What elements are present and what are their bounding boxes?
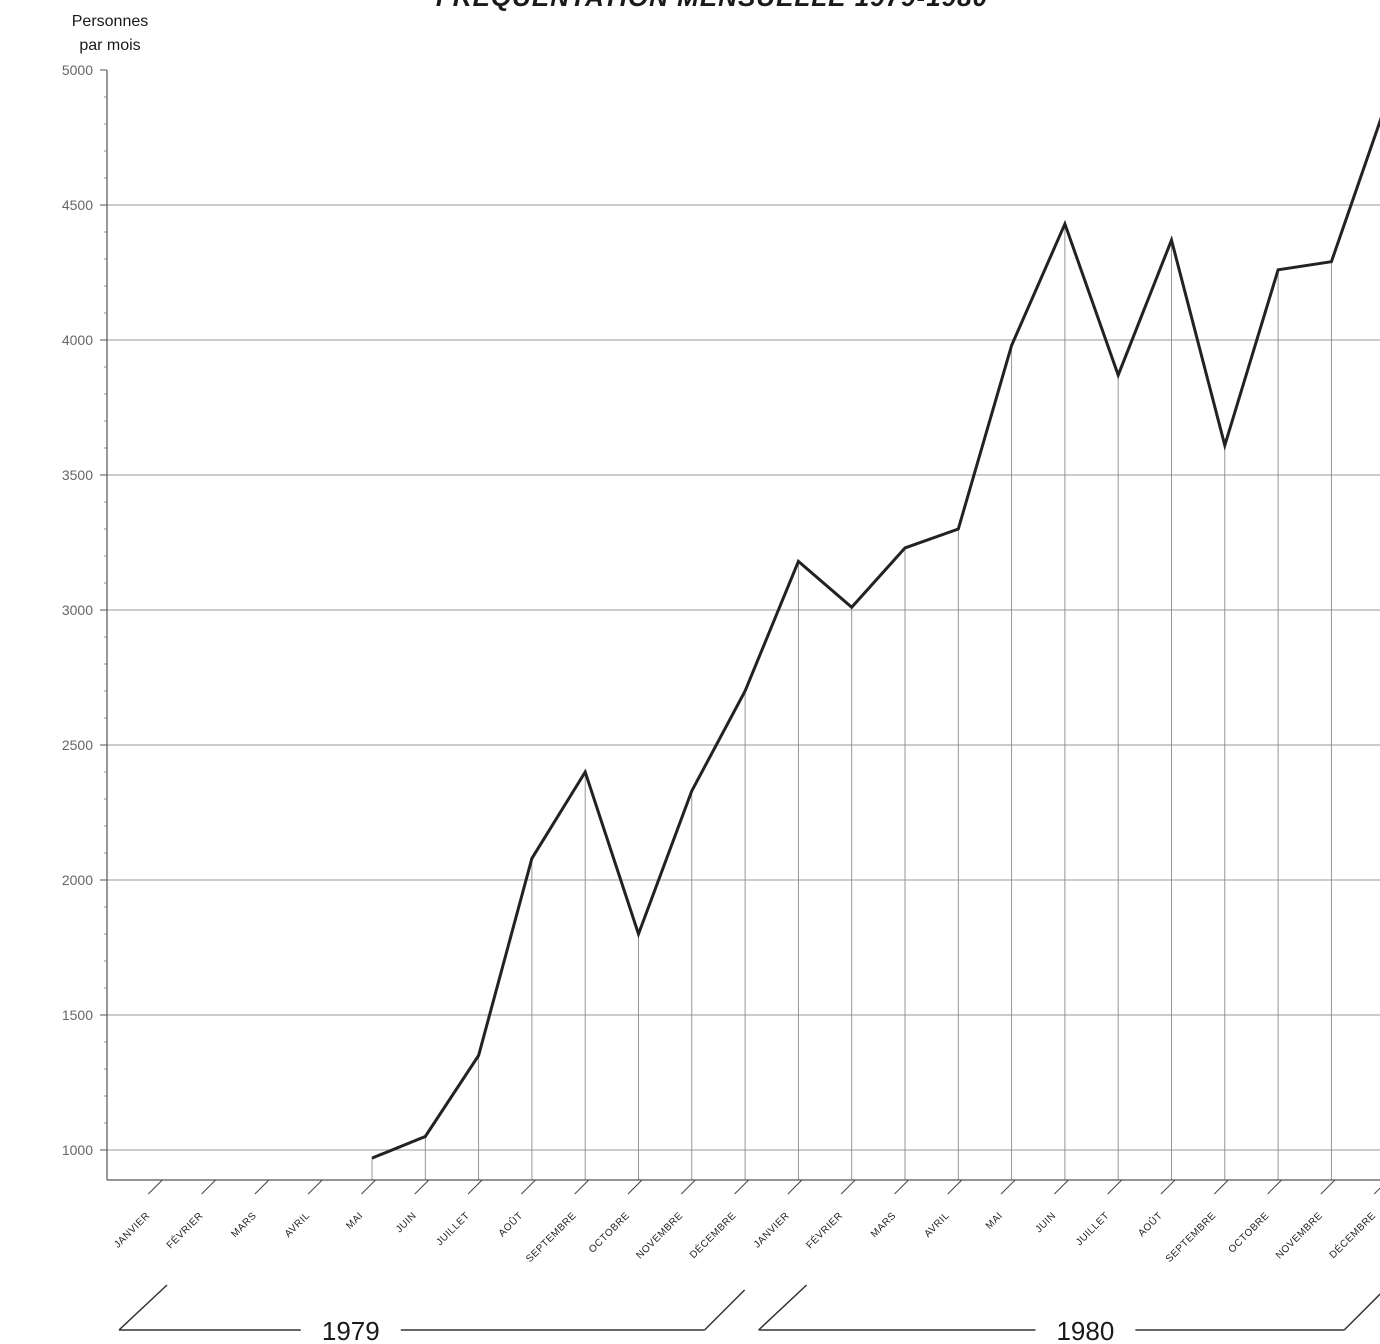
month-label: NOVEMBRE: [634, 1210, 685, 1261]
x-tick: [1160, 1179, 1176, 1195]
year-bracket-right: [704, 1289, 746, 1331]
x-tick: [1213, 1179, 1229, 1195]
month-label: SEPTEMBRE: [1164, 1210, 1219, 1265]
month-label: JUIN: [394, 1210, 419, 1235]
month-label: DÉCEMBRE: [1326, 1209, 1378, 1261]
y-tick-label: 2000: [62, 872, 93, 888]
y-tick-label: 3000: [62, 602, 93, 618]
month-label: AOÛT: [495, 1209, 525, 1239]
axes: [106, 70, 1380, 1181]
x-tick: [627, 1179, 643, 1195]
x-tick: [947, 1179, 963, 1195]
month-label: OCTOBRE: [587, 1210, 632, 1255]
month-labels: JANVIER FÉVRIER MARS AVRIL MAI JUIN JUILLET AOÛ…: [112, 1209, 1378, 1265]
month-label: JANVIER: [112, 1210, 152, 1250]
x-tick: [1107, 1179, 1123, 1195]
y-axis-label-line1: Personnes: [72, 13, 149, 30]
y-ticks: 1000 1500 2000 2500 3000 3500 4000 4500 5000: [62, 62, 107, 1158]
series-line: [371, 116, 1380, 1160]
y-tick-label: 4000: [62, 332, 93, 348]
attendance-series: [371, 116, 1380, 1160]
month-label: OCTOBRE: [1227, 1210, 1272, 1255]
month-label: MAI: [344, 1210, 365, 1231]
month-label: MARS: [229, 1210, 259, 1240]
x-tick: [1054, 1179, 1069, 1195]
y-tick-label: 4500: [62, 197, 93, 213]
x-tick: [680, 1179, 696, 1195]
x-tick: [574, 1179, 590, 1195]
year-bracket-left: [758, 1284, 808, 1331]
x-tick: [1267, 1179, 1282, 1195]
year-bracket-right: [1343, 1293, 1380, 1331]
month-label: MARS: [869, 1210, 899, 1240]
x-tick: [734, 1179, 749, 1195]
x-tick: [1320, 1179, 1336, 1195]
year-bracket-left: [118, 1284, 168, 1331]
y-tick-label: 2500: [62, 737, 93, 753]
chart-title: FRÉQUENTATION MENSUELLE 1979-1980: [436, 0, 988, 12]
month-label: SEPTEMBRE: [524, 1210, 579, 1265]
gridlines: [107, 204, 1380, 1151]
x-tick: [414, 1179, 430, 1195]
x-tick: [894, 1179, 909, 1195]
year-label: 1979: [322, 1316, 380, 1344]
month-label: DÉCEMBRE: [687, 1209, 739, 1261]
x-tick: [254, 1179, 270, 1195]
month-label: FÉVRIER: [803, 1209, 845, 1251]
y-tick-label: 3500: [62, 467, 93, 483]
y-tick-label: 5000: [62, 62, 93, 78]
y-axis-label-line2: par mois: [79, 37, 140, 54]
y-tick-label: 1000: [62, 1142, 93, 1158]
month-label: MAI: [984, 1210, 1005, 1231]
month-label: NOVEMBRE: [1274, 1210, 1325, 1261]
x-tick: [521, 1179, 536, 1195]
x-tick: [147, 1179, 163, 1195]
month-label: FÉVRIER: [163, 1209, 205, 1251]
x-tick: [840, 1179, 856, 1195]
value-drop-lines: [371, 223, 1332, 1180]
x-tick: [201, 1179, 216, 1195]
month-label: AOÛT: [1135, 1209, 1165, 1239]
year-label: 1980: [1056, 1316, 1114, 1344]
x-tick: [1373, 1187, 1380, 1195]
x-tick: [1000, 1179, 1016, 1195]
month-label: JUILLET: [434, 1210, 472, 1248]
month-label: AVRIL: [283, 1210, 312, 1239]
year-brackets: 1979 1980: [118, 1284, 1380, 1344]
y-tick-label: 1500: [62, 1007, 93, 1023]
x-tick: [361, 1179, 376, 1195]
month-label: JUIN: [1034, 1210, 1059, 1235]
x-tick: [787, 1179, 803, 1195]
month-label: AVRIL: [922, 1210, 951, 1239]
x-ticks: [147, 1179, 1380, 1195]
month-label: JANVIER: [752, 1210, 792, 1250]
month-label: JUILLET: [1074, 1210, 1112, 1248]
x-tick: [467, 1179, 483, 1195]
x-tick: [307, 1179, 323, 1195]
